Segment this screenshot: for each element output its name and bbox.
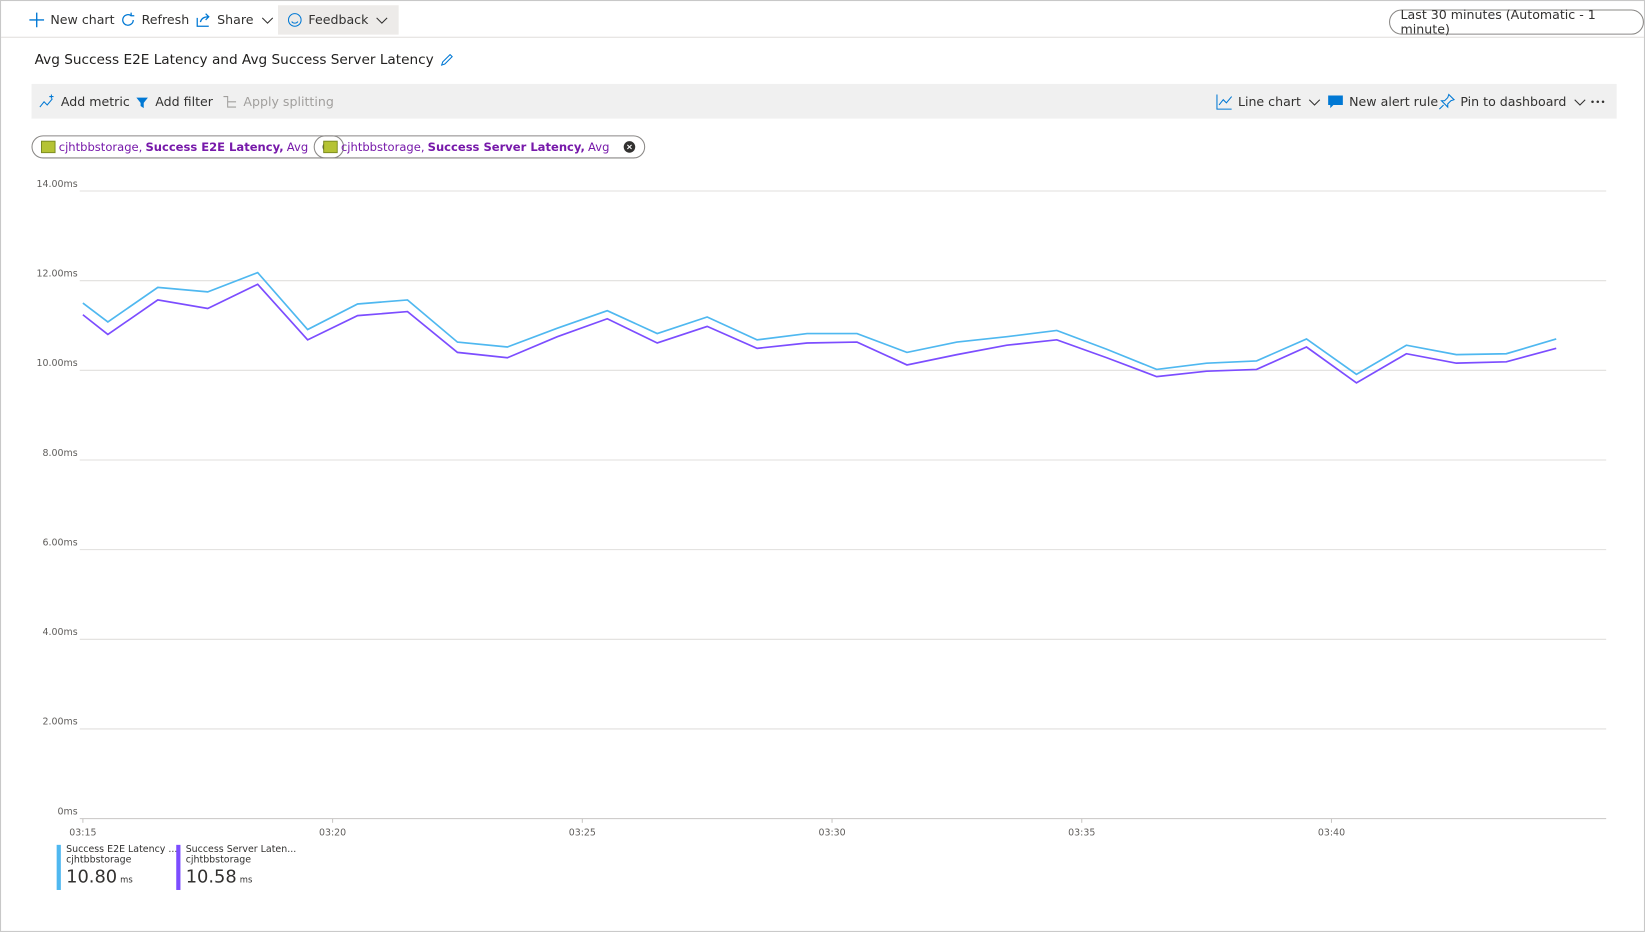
label: Feedback: [308, 12, 369, 28]
new-chart-button[interactable]: New chart: [28, 12, 115, 29]
legend-resource: cjhtbbstorage: [185, 855, 252, 866]
series-line: [82, 271, 1557, 376]
summary-value: 10.58: [185, 866, 237, 888]
top-toolbar: [1, 1, 1644, 38]
legend-swatch: [56, 844, 61, 890]
label: Last 30 minutes (Automatic - 1 minute): [1400, 7, 1596, 37]
x-tick-label: 03:15: [69, 827, 96, 838]
summary-unit: ms: [239, 875, 253, 885]
feedback-button[interactable]: Feedback: [278, 5, 399, 35]
chart-title-row: Avg Success E2E Latency and Avg Success …: [35, 51, 456, 68]
time-range-button[interactable]: Last 30 minutes (Automatic - 1 minute): [1389, 7, 1644, 37]
label: Add filter: [155, 94, 213, 110]
metric: Success E2E Latency,: [145, 140, 284, 154]
y-tick-label: 2.00ms: [43, 717, 78, 728]
resource: cjhtbbstorage,: [340, 140, 425, 154]
label: Refresh: [141, 12, 190, 28]
y-tick-label: 6.00ms: [43, 537, 78, 548]
chart-title: Avg Success E2E Latency and Avg Success …: [34, 51, 434, 68]
more-button[interactable]: [1589, 93, 1606, 110]
add-metric-button[interactable]: Add metric: [39, 93, 130, 110]
legend-name: Success E2E Latency ...: [66, 844, 178, 856]
pin-to-dashboard-button[interactable]: Pin to dashboard: [1438, 93, 1588, 110]
label: Apply splitting: [243, 94, 334, 110]
metric-pill[interactable]: cjhtbbstorage, Success E2E Latency, Avg: [31, 135, 344, 159]
x-tick-label: 03:25: [569, 827, 596, 838]
label: New chart: [50, 12, 115, 28]
add-filter-button[interactable]: Add filter: [133, 93, 213, 110]
y-tick-label: 8.00ms: [43, 448, 78, 459]
x-tick-label: 03:40: [1318, 827, 1345, 838]
metric: Success Server Latency,: [427, 140, 585, 154]
legend-name: Success Server Laten...: [185, 844, 297, 856]
label: Pin to dashboard: [1460, 94, 1567, 110]
x-tick-label: 03:35: [1068, 827, 1095, 838]
legend-item[interactable]: Success E2E Latency ... cjhtbbstorage 10.8…: [56, 844, 178, 890]
y-tick-label: 4.00ms: [43, 627, 78, 638]
aggregation: Avg: [588, 140, 610, 154]
line-chart-button[interactable]: Line chart: [1216, 93, 1323, 110]
resource: cjhtbbstorage,: [58, 140, 143, 154]
legend-summary: 10.58 ms: [186, 866, 297, 889]
summary-unit: ms: [120, 875, 133, 885]
x-tick-label: 03:20: [319, 827, 346, 838]
label: Add metric: [60, 94, 130, 110]
refresh-button[interactable]: Refresh: [120, 12, 190, 29]
chart-toolbar: [31, 83, 1617, 119]
edit-icon[interactable]: [439, 51, 456, 68]
y-tick-label: 12.00ms: [37, 268, 78, 279]
legend-item[interactable]: Success Server Laten... cjhtbbstorage 10.5…: [176, 844, 297, 890]
remove-button[interactable]: [613, 141, 636, 154]
y-tick-label: 10.00ms: [37, 358, 78, 369]
label: Line chart: [1237, 94, 1301, 110]
label: New alert rule: [1349, 94, 1439, 110]
summary-value: 10.80: [66, 866, 118, 888]
share-button[interactable]: Share: [195, 12, 275, 29]
legend-resource: cjhtbbstorage: [66, 855, 132, 866]
legend-swatch: [176, 844, 181, 890]
x-tick-label: 03:30: [818, 827, 845, 838]
y-tick-label: 0ms: [58, 806, 78, 817]
apply-splitting-button[interactable]: Apply splitting: [221, 93, 334, 110]
new-alert-rule-button[interactable]: New alert rule: [1327, 93, 1438, 110]
y-tick-label: 14.00ms: [37, 179, 78, 190]
metric-pill[interactable]: cjhtbbstorage, Success Server Latency, Avg: [313, 135, 646, 159]
label: Share: [217, 12, 254, 28]
aggregation: Avg: [286, 140, 309, 154]
series-line: [82, 283, 1557, 384]
legend-summary: 10.80 ms: [66, 866, 177, 889]
